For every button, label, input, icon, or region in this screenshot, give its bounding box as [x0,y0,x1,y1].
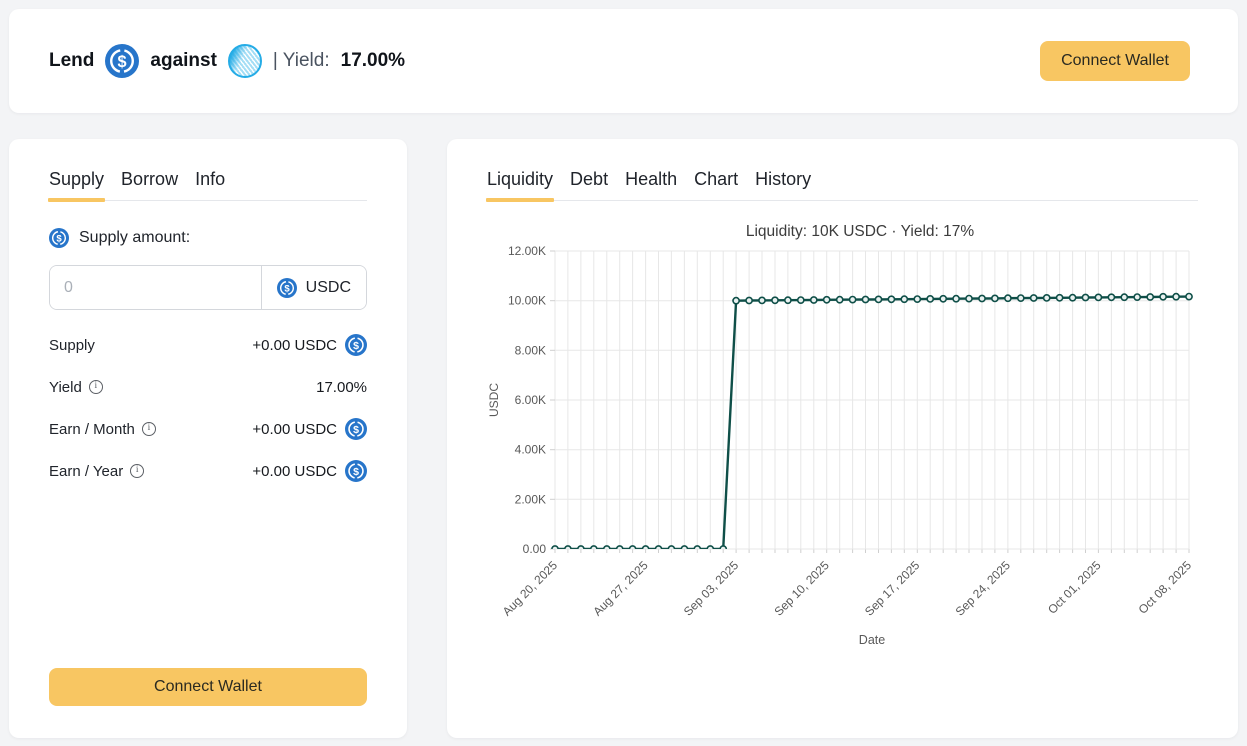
svg-text:$: $ [118,53,127,71]
supply-amount-input-group: $ USDC [49,265,367,310]
usdc-icon: $ [345,334,367,356]
tab-borrow[interactable]: Borrow [121,169,179,189]
svg-text:Sep 17, 2025: Sep 17, 2025 [862,558,923,619]
supply-stats: Supply +0.00 USDC $ Yield 17.00% Earn / [49,334,367,502]
stat-label: Earn / Month [49,420,135,438]
against-label: against [150,50,217,71]
svg-text:2.00K: 2.00K [515,492,546,506]
currency-suffix[interactable]: $ USDC [260,266,366,309]
stat-row-yield: Yield 17.00% [49,376,367,398]
supply-tabbar: Supply Borrow Info [47,169,367,202]
svg-text:10.00K: 10.00K [508,294,546,308]
svg-text:Aug 20, 2025: Aug 20, 2025 [500,558,561,619]
collateral-token-icon [227,44,262,78]
currency-label: USDC [305,278,351,296]
stat-label: Supply [49,336,95,354]
tab-health[interactable]: Health [625,169,678,189]
tab-liquidity[interactable]: Liquidity [485,169,555,202]
svg-text:4.00K: 4.00K [515,443,546,457]
chart-tabbar: Liquidity Debt Health Chart History [485,169,1198,202]
svg-text:12.00K: 12.00K [508,244,546,258]
connect-wallet-button[interactable]: Connect Wallet [1040,41,1190,81]
info-icon[interactable] [130,464,145,478]
svg-text:Aug 27, 2025: Aug 27, 2025 [590,558,651,619]
stat-row-supply: Supply +0.00 USDC $ [49,334,367,356]
svg-text:$: $ [353,424,359,436]
svg-text:$: $ [353,466,359,478]
usdc-icon: $ [276,277,297,298]
usdc-icon: $ [49,228,69,248]
svg-text:Oct 08, 2025: Oct 08, 2025 [1136,558,1195,617]
pair-title: Lend $ against | Yield: 17.00% [49,44,405,78]
supply-panel: Supply Borrow Info $ Supply amount: $ US… [9,139,407,738]
svg-text:Oct 01, 2025: Oct 01, 2025 [1045,558,1104,617]
supply-amount-label-row: $ Supply amount: [49,228,367,248]
usdc-icon: $ [345,460,367,482]
svg-text:8.00K: 8.00K [515,343,546,357]
stat-label: Earn / Year [49,462,124,480]
tab-info[interactable]: Info [195,169,226,189]
svg-text:Sep 03, 2025: Sep 03, 2025 [681,558,742,619]
svg-text:$: $ [284,283,290,294]
connect-wallet-button[interactable]: Connect Wallet [49,668,367,706]
svg-text:0.00: 0.00 [523,542,547,556]
stat-row-earn-month: Earn / Month +0.00 USDC $ [49,418,367,440]
svg-text:Date: Date [859,633,885,647]
tab-supply[interactable]: Supply [47,169,106,202]
supply-amount-label: Supply amount: [79,229,191,246]
info-icon[interactable] [88,380,103,394]
tab-debt[interactable]: Debt [570,169,609,189]
svg-text:6.00K: 6.00K [515,393,546,407]
supply-amount-input[interactable] [50,266,261,309]
chart-panel: Liquidity Debt Health Chart History 0.00… [447,139,1238,738]
yield-value: 17.00% [340,50,406,71]
svg-text:$: $ [56,234,62,245]
usdc-icon: $ [345,418,367,440]
tab-history[interactable]: History [755,169,812,189]
lend-label: Lend [49,50,95,71]
stat-value: +0.00 USDC [252,462,337,480]
stat-value: +0.00 USDC [252,336,337,354]
svg-text:USDC: USDC [487,383,501,417]
usdc-icon: $ [105,44,140,78]
yield-label: | Yield: [272,50,330,71]
main-content: Supply Borrow Info $ Supply amount: $ US… [9,139,1238,738]
stat-value: 17.00% [316,378,367,396]
liquidity-chart: 0.00 2.00K 4.00K 6.00K 8.00K 10.00K 12.00K Aug … [487,220,1198,665]
svg-text:Sep 24, 2025: Sep 24, 2025 [953,558,1014,619]
top-bar: Lend $ against | Yield: 17.00% Connect W… [9,9,1238,113]
tab-chart[interactable]: Chart [694,169,739,189]
svg-text:$: $ [353,340,359,352]
stat-label: Yield [49,378,82,396]
svg-text:Sep 10, 2025: Sep 10, 2025 [771,558,832,619]
stat-row-earn-year: Earn / Year +0.00 USDC $ [49,460,367,482]
svg-text:Liquidity: 10K USDC · Yield: 1: Liquidity: 10K USDC · Yield: 17% [746,223,975,240]
stat-value: +0.00 USDC [252,420,337,438]
info-icon[interactable] [141,422,156,436]
